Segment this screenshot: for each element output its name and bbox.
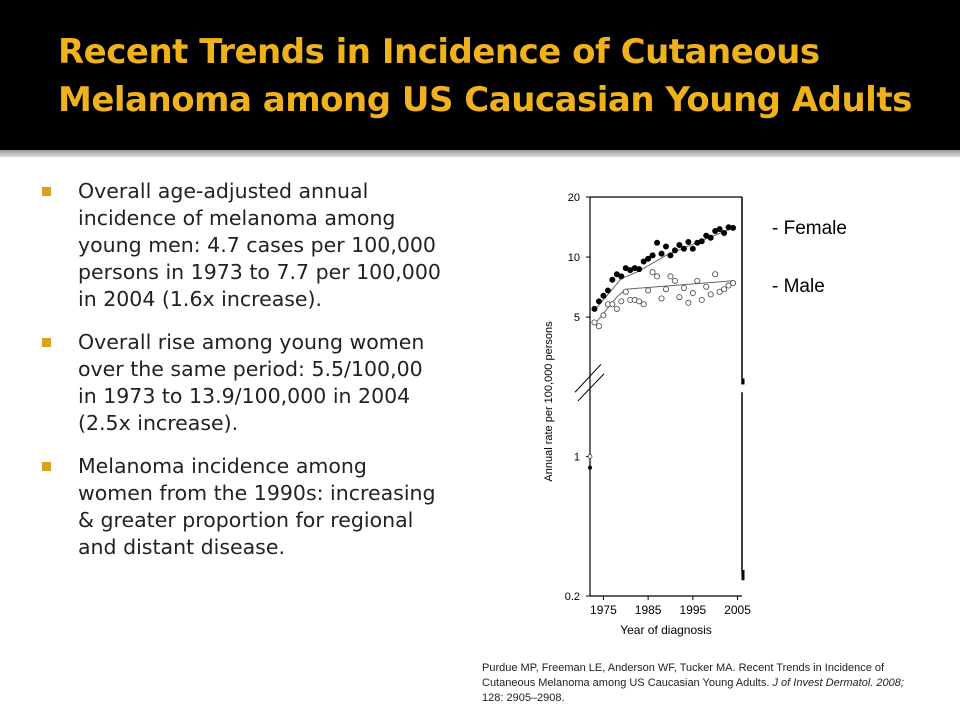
male-fit-line	[594, 280, 734, 325]
female-data-point	[609, 276, 616, 283]
female-data-point	[730, 224, 737, 231]
female-data-point	[658, 250, 665, 257]
x-tick-label: 2005	[724, 603, 751, 617]
male-data-point	[730, 280, 737, 287]
citation-journal: J of Invest Dermatol. 2008;	[772, 677, 904, 689]
male-data-point	[694, 277, 701, 284]
female-data-point	[618, 273, 625, 280]
male-data-point	[658, 295, 665, 302]
legend-female: - Female	[772, 218, 847, 239]
male-data-point	[636, 298, 643, 305]
male-data-point	[707, 291, 714, 298]
x-axis-label: Year of diagnosis	[620, 623, 712, 637]
square-bullet-icon	[42, 462, 51, 471]
y-tick-label: 10	[568, 252, 580, 264]
bullet-list: Overall age-adjusted annual incidence of…	[42, 178, 442, 577]
bullet-item: Overall rise among young women over the …	[42, 329, 442, 437]
y-tick-label: 20	[568, 192, 580, 204]
male-data-point	[676, 294, 683, 301]
female-data-point	[604, 287, 611, 294]
male-axis-marker	[587, 454, 593, 459]
y-tick-label: 1	[574, 452, 580, 464]
bullet-text: Melanoma incidence among women from the …	[78, 454, 436, 559]
bullet-item: Melanoma incidence among women from the …	[42, 453, 442, 561]
female-data-point	[600, 292, 607, 299]
melanoma-incidence-chart: 0.2 1 5 10 20 1975 1985 1995 2005 Year of diagnos…	[543, 192, 751, 637]
female-data-point	[721, 230, 728, 237]
female-data-point	[716, 226, 723, 233]
female-data-point	[654, 239, 661, 246]
citation: Purdue MP, Freeman LE, Anderson WF, Tuck…	[482, 661, 922, 706]
male-data-point	[654, 273, 661, 280]
citation-authors: Purdue MP, Freeman LE, Anderson WF, Tuck…	[482, 662, 885, 689]
female-data-point	[640, 258, 647, 265]
female-data-point	[645, 255, 652, 262]
bullet-item: Overall age-adjusted annual incidence of…	[42, 178, 442, 313]
female-data-point	[698, 238, 705, 245]
slide-title: Recent Trends in Incidence of Cutaneous …	[58, 32, 912, 120]
female-data-point	[649, 252, 656, 259]
male-data-point	[703, 283, 710, 290]
male-data-point	[649, 269, 656, 276]
male-data-point	[685, 299, 692, 306]
male-data-point	[716, 288, 723, 295]
female-data-point	[662, 243, 669, 250]
male-data-point	[595, 323, 602, 330]
male-data-point	[671, 277, 678, 284]
axis-break-mark	[577, 373, 605, 402]
citation-pages: 128: 2905–2908.	[482, 692, 565, 704]
male-data-point	[680, 284, 687, 291]
bullet-text: Overall rise among young women over the …	[78, 330, 425, 435]
male-data-point	[667, 273, 674, 280]
female-data-point	[689, 245, 696, 252]
legend-male: - Male	[772, 276, 825, 297]
female-data-point	[685, 238, 692, 245]
female-data-point	[707, 234, 714, 241]
male-data-point	[662, 286, 669, 293]
x-tick-label: 1995	[679, 603, 706, 617]
square-bullet-icon	[42, 338, 51, 347]
male-data-point	[622, 288, 629, 295]
female-data-point	[595, 298, 602, 305]
female-data-point	[591, 305, 598, 312]
x-tick-label: 1985	[635, 603, 662, 617]
y-tick-label: 0.2	[565, 591, 580, 603]
male-data-point	[689, 290, 696, 297]
title-bar: Recent Trends in Incidence of Cutaneous …	[0, 0, 960, 150]
axis-break-mark	[574, 363, 602, 393]
male-data-point	[613, 305, 620, 312]
square-bullet-icon	[42, 187, 51, 196]
male-data-point	[640, 301, 647, 308]
male-data-point	[725, 282, 732, 289]
male-data-point	[721, 286, 728, 293]
y-tick-label: 5	[574, 312, 580, 324]
male-data-point	[712, 271, 719, 278]
title-divider	[0, 150, 960, 157]
male-data-point	[645, 287, 652, 294]
male-data-point	[600, 312, 607, 319]
female-data-point	[667, 252, 674, 259]
slide-content-area	[0, 150, 960, 720]
male-data-point	[591, 319, 598, 326]
male-data-point	[618, 298, 625, 305]
y-axis-label: Annual rate per 100,000 persons	[543, 321, 555, 482]
female-data-point	[680, 245, 687, 252]
male-data-point	[609, 301, 616, 308]
bullet-text: Overall age-adjusted annual incidence of…	[78, 179, 441, 311]
female-data-point	[636, 266, 643, 273]
female-axis-marker	[588, 465, 592, 470]
male-data-point	[698, 296, 705, 303]
x-tick-label: 1975	[590, 603, 617, 617]
female-data-point	[676, 241, 683, 248]
female-data-point	[671, 247, 678, 254]
